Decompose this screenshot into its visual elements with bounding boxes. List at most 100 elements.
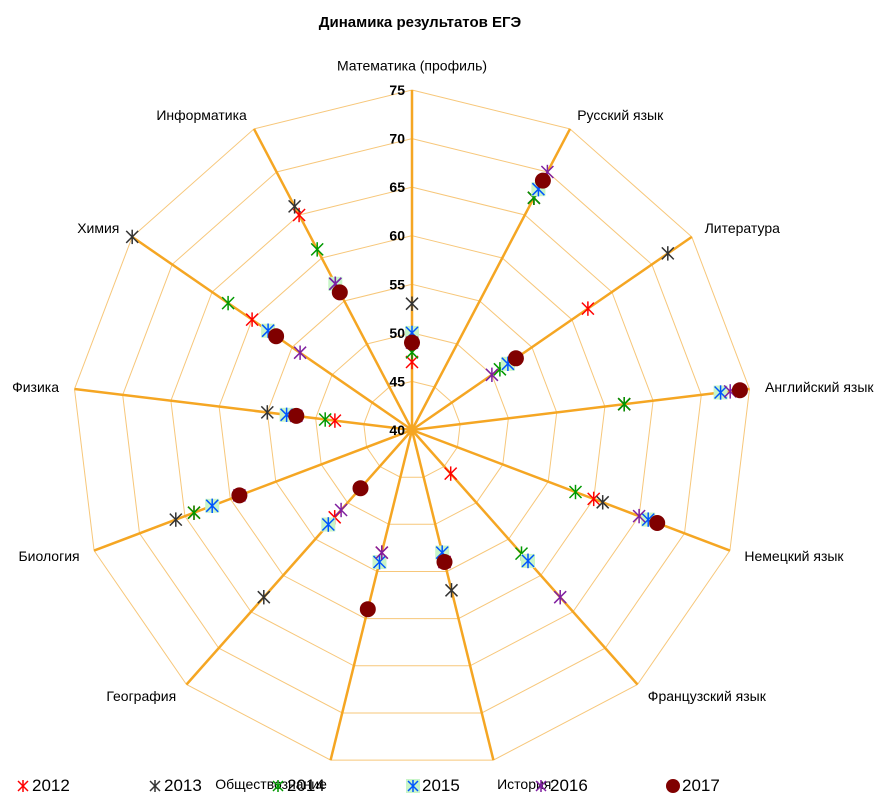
- legend-marker-icon: [666, 779, 680, 793]
- tick-label: 60: [389, 228, 405, 244]
- category-label: Химия: [77, 220, 119, 236]
- series-2013: [125, 190, 675, 605]
- grid-ring: [122, 138, 702, 714]
- data-point: [534, 172, 551, 189]
- axis-spoke: [411, 235, 693, 432]
- data-point: [288, 199, 302, 214]
- series-2014: [187, 190, 631, 570]
- legend-label: 2016: [550, 776, 588, 795]
- radar-category-labels: Математика (профиль) Русский язык Литерату…: [12, 58, 874, 793]
- series-2012: [187, 190, 631, 570]
- data-point: [359, 601, 376, 618]
- data-point: [485, 367, 499, 382]
- data-point: [331, 284, 348, 301]
- category-label: Литература: [705, 220, 781, 236]
- data-point: [596, 495, 610, 510]
- legend-label: 2014: [287, 776, 325, 795]
- data-point: [404, 334, 420, 351]
- data-point: [205, 498, 219, 513]
- data-point: [521, 553, 535, 569]
- data-point: [310, 242, 324, 257]
- data-point: [507, 350, 524, 367]
- axis-spoke: [411, 428, 731, 552]
- axis-spoke: [329, 429, 414, 761]
- axis-spoke: [410, 429, 495, 761]
- axis-spoke: [74, 387, 413, 432]
- data-point: [568, 484, 583, 500]
- legend-marker-icon: [406, 779, 420, 793]
- category-label: Математика (профиль): [337, 58, 487, 74]
- legend-label: 2015: [422, 776, 460, 795]
- data-point: [268, 328, 285, 345]
- legend-marker-icon: [149, 780, 161, 792]
- tick-label: 75: [389, 82, 405, 98]
- grid-ring: [266, 283, 558, 572]
- data-point: [321, 517, 335, 532]
- axis-spoke: [185, 429, 413, 686]
- category-label: Немецкий язык: [744, 548, 844, 564]
- radar-axes: [74, 90, 750, 761]
- data-point: [444, 583, 459, 598]
- legend-label: 2012: [32, 776, 70, 795]
- legend-item-2013: 2013: [148, 776, 202, 796]
- category-label: Английский язык: [765, 379, 874, 395]
- data-point: [731, 382, 748, 399]
- data-point: [187, 505, 201, 520]
- data-point: [334, 502, 348, 518]
- data-point: [581, 301, 595, 316]
- category-label: Информатика: [156, 107, 247, 123]
- axis-spoke: [411, 387, 750, 432]
- legend-item-2016: 2016: [534, 776, 588, 796]
- radar-tick-labels: 40 45 50 55 60 65 70 75: [389, 82, 405, 438]
- data-point: [245, 312, 259, 327]
- category-label: Физика: [12, 379, 59, 395]
- category-label: География: [106, 688, 176, 704]
- data-point: [444, 466, 458, 481]
- data-point: [293, 345, 307, 360]
- category-label: Биология: [18, 548, 79, 564]
- series-2015: [205, 181, 728, 570]
- data-point: [587, 491, 601, 507]
- legend-marker-icon: [272, 780, 284, 792]
- data-point: [125, 229, 139, 245]
- data-point: [260, 405, 274, 420]
- data-point: [553, 590, 567, 605]
- axis-spoke: [93, 428, 413, 552]
- legend-item-2015: 2015: [406, 776, 460, 796]
- category-label: Русский язык: [577, 107, 664, 123]
- legend-item-2017: 2017: [666, 776, 720, 796]
- data-point: [257, 590, 271, 605]
- series-2017: [231, 172, 748, 618]
- grid-ring: [315, 332, 509, 525]
- legend-label: 2017: [682, 776, 720, 795]
- legend-marker-icon: [535, 780, 547, 792]
- tick-label: 55: [389, 276, 405, 292]
- grid-ring: [363, 380, 461, 478]
- tick-label: 45: [389, 373, 405, 389]
- grid-ring: [73, 89, 751, 761]
- data-point: [661, 246, 675, 261]
- data-point: [231, 487, 248, 504]
- data-point: [169, 512, 183, 527]
- radar-grid: [73, 89, 751, 761]
- data-point: [617, 397, 631, 412]
- data-point: [352, 480, 369, 497]
- grid-ring: [170, 186, 654, 667]
- chart-title: Динамика результатов ЕГЭ: [318, 14, 522, 31]
- data-point: [221, 295, 235, 311]
- data-point: [436, 554, 453, 570]
- data-point: [405, 296, 419, 311]
- data-point: [288, 407, 305, 424]
- legend-label: 2013: [164, 776, 202, 795]
- legend-marker-icon: [17, 780, 29, 792]
- tick-label: 70: [389, 131, 405, 147]
- chart-legend: 2012 2013 2014 2015 2016 2017: [0, 776, 885, 798]
- data-point: [649, 515, 666, 531]
- category-label: Обществознание: [215, 776, 327, 792]
- category-label: Французский язык: [648, 688, 767, 704]
- tick-label: 50: [389, 325, 405, 341]
- data-point: [375, 545, 389, 560]
- grid-ring: [218, 235, 606, 620]
- tick-label: 65: [389, 179, 405, 195]
